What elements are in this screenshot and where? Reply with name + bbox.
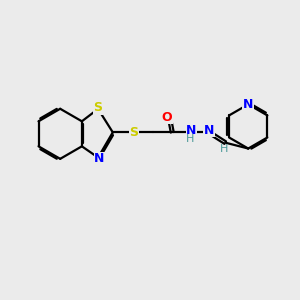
Text: N: N (243, 98, 254, 111)
Text: N: N (204, 124, 214, 137)
Text: N: N (94, 152, 105, 166)
Text: H: H (186, 134, 194, 144)
Text: N: N (186, 124, 197, 137)
Text: H: H (220, 144, 228, 154)
Text: S: S (130, 126, 139, 139)
Text: S: S (94, 101, 103, 114)
Text: O: O (162, 110, 172, 124)
